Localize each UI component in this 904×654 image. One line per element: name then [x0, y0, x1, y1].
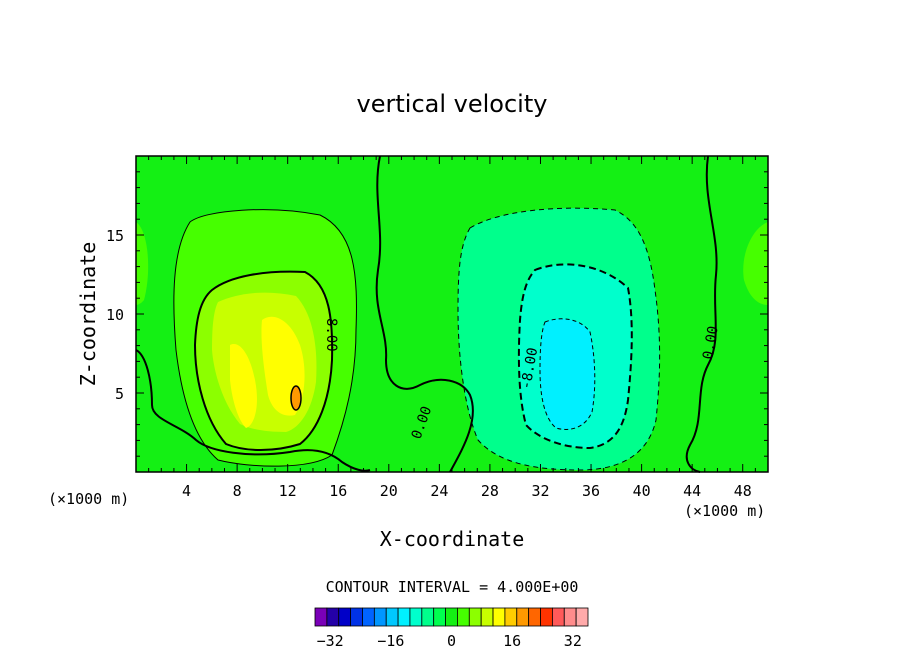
x-tick-label: 36	[582, 482, 600, 500]
downdraft-minus4-contour	[457, 207, 661, 471]
downdraft-minus8-contour	[517, 263, 633, 450]
colorbar-swatch	[528, 607, 541, 627]
colorbar-swatch	[385, 607, 399, 627]
colorbar-tick-label: 0	[447, 632, 456, 650]
colorbar-swatch	[362, 607, 375, 627]
x-tick-label: 32	[531, 482, 549, 500]
colorbar-swatch	[540, 607, 553, 627]
updraft-4-contour	[173, 209, 357, 467]
colorbar-swatch	[563, 607, 577, 627]
y-tick-labels: 5 10 15	[106, 227, 124, 403]
updraft-max-cell	[290, 385, 302, 411]
colorbar-tick-label: −16	[377, 632, 404, 650]
zero-contour-right	[685, 155, 718, 473]
x-tick-label: 8	[233, 482, 242, 500]
colorbar-tick-label: −32	[317, 632, 344, 650]
colorbar-swatch	[445, 607, 458, 627]
colorbar-swatch	[468, 607, 482, 627]
x-tick-label: 12	[279, 482, 297, 500]
contour-label: 8.00	[323, 318, 339, 352]
colorbar-tick-labels: −32 −16 0 16 32	[317, 632, 582, 650]
updraft-8-contour	[193, 270, 334, 451]
colorbar-swatch	[397, 607, 411, 627]
colorbar-tick-label: 32	[564, 632, 582, 650]
contour-label: -8.00	[518, 346, 541, 390]
zero-contour-middle	[375, 155, 474, 473]
contour-interval-text: CONTOUR INTERVAL = 4.000E+00	[326, 578, 579, 596]
downdraft-minus12-contour	[539, 318, 596, 430]
x-unit-label: (×1000 m)	[48, 490, 129, 508]
colorbar-swatch	[338, 607, 352, 627]
x-tick-labels: 4 8 12 16 20 24 28 32 36 40 44 48	[182, 482, 752, 500]
colorbar-swatch	[492, 607, 506, 627]
colorbar	[314, 607, 589, 627]
y-axis-label: Z-coordinate	[76, 242, 100, 387]
x-axis-label: X-coordinate	[380, 527, 525, 551]
x-tick-label: 44	[683, 482, 701, 500]
colorbar-swatch	[433, 607, 446, 627]
tick-marks	[136, 156, 768, 472]
x-tick-label: 24	[430, 482, 448, 500]
y-tick-label: 15	[106, 227, 124, 245]
x-tick-label: 28	[481, 482, 499, 500]
plot-area: 8.00 0.00 -8.00 0.00	[135, 155, 769, 473]
x-tick-label: 40	[633, 482, 651, 500]
downdraft-strong-region	[540, 318, 595, 430]
colorbar-swatch	[350, 607, 363, 627]
colorbar-swatch	[457, 607, 470, 627]
colorbar-swatch	[373, 607, 387, 627]
colorbar-swatch	[314, 607, 328, 627]
colorbar-swatch	[504, 607, 518, 627]
colorbar-tick-label: 16	[503, 632, 521, 650]
x-tick-label: 48	[734, 482, 752, 500]
x-unit-label-right: (×1000 m)	[684, 502, 765, 520]
contour-label: 0.00	[700, 325, 722, 361]
x-tick-label: 20	[380, 482, 398, 500]
colorbar-swatch	[480, 607, 494, 627]
chart-title: vertical velocity	[357, 90, 548, 118]
y-tick-label: 10	[106, 306, 124, 324]
colorbar-swatch	[575, 607, 589, 627]
zero-contour-left	[135, 349, 371, 472]
right-edge-weak-updraft	[743, 222, 768, 305]
colorbar-swatch	[551, 607, 565, 627]
colorbar-swatch	[421, 607, 435, 627]
colorbar-swatch	[516, 607, 530, 627]
y-tick-label: 5	[115, 385, 124, 403]
updraft-core-region	[230, 316, 305, 428]
x-tick-label: 4	[182, 482, 191, 500]
left-edge-weak-updraft	[136, 222, 149, 305]
x-tick-label: 16	[329, 482, 347, 500]
colorbar-swatch	[326, 607, 340, 627]
colorbar-swatch	[409, 607, 423, 627]
